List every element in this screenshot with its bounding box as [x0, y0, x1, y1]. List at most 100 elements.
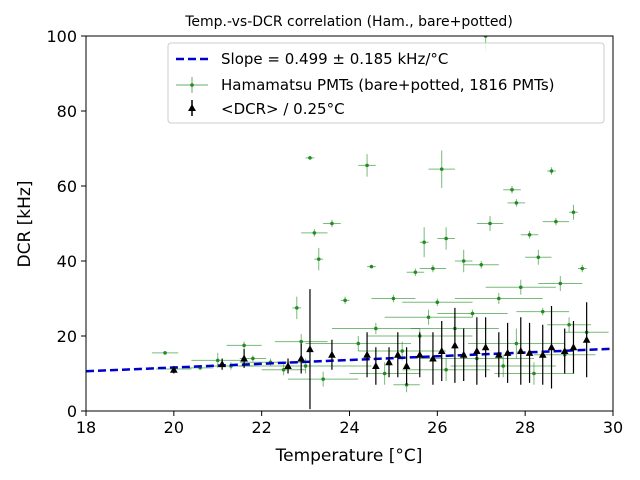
pmt-marker	[479, 262, 484, 267]
pmt-point	[288, 371, 359, 387]
legend-binned-label: <DCR> / 0.25°C	[221, 100, 345, 118]
binned-marker	[240, 354, 248, 362]
x-tick-label: 26	[427, 418, 447, 437]
pmt-marker	[426, 315, 431, 320]
pmt-point	[577, 264, 587, 273]
binned-marker	[459, 350, 468, 358]
binned-marker	[481, 343, 490, 351]
pmt-point	[367, 264, 376, 269]
pmt-marker	[295, 306, 299, 310]
pmt-point	[292, 296, 302, 320]
pmt-marker	[343, 298, 347, 303]
pmt-marker	[532, 371, 536, 376]
legend-fit-label: Slope = 0.499 ± 0.185 kHz/°C	[221, 50, 448, 68]
binned-point	[385, 347, 393, 378]
x-tick-label: 22	[251, 418, 271, 437]
binned-marker	[218, 360, 226, 368]
chart-title: Temp.-vs-DCR correlation (Ham., bare+pot…	[184, 14, 513, 30]
binned-marker	[516, 347, 525, 354]
pmt-marker	[369, 264, 374, 269]
pmt-marker	[299, 339, 303, 344]
binned-mean-layer	[170, 289, 591, 410]
pmt-marker	[580, 266, 585, 271]
pmt-marker	[435, 300, 440, 305]
binned-point	[328, 339, 336, 370]
pmt-point	[507, 199, 526, 207]
binned-marker	[394, 350, 402, 358]
y-axis-label: DCR [kHz]	[15, 181, 35, 268]
pmt-marker	[558, 281, 563, 286]
binned-point	[525, 322, 534, 383]
pmt-marker	[540, 309, 545, 314]
pmt-point	[538, 276, 583, 291]
pmt-marker	[488, 221, 492, 226]
pmt-point	[384, 309, 473, 325]
binned-point	[284, 358, 292, 374]
pmt-point	[191, 352, 245, 368]
x-axis-ticks: 18 20 22 24 26 28 30	[76, 411, 623, 437]
pmt-point	[428, 150, 455, 188]
pmt-point	[301, 229, 328, 237]
pmt-point	[406, 268, 425, 276]
pmt-point	[437, 309, 508, 318]
binned-point	[459, 328, 468, 381]
binned-marker	[503, 348, 512, 356]
pmt-marker	[251, 356, 255, 361]
legend-box	[167, 42, 605, 124]
binned-marker	[372, 362, 380, 369]
pmt-marker	[356, 341, 361, 346]
pmt-marker	[514, 201, 519, 205]
pmt-point	[468, 328, 565, 359]
binned-marker	[525, 348, 534, 356]
pmt-marker	[527, 232, 532, 237]
pmt-point	[305, 336, 411, 351]
binned-marker	[582, 335, 591, 343]
pmt-point	[340, 296, 350, 305]
pmt-point	[437, 227, 455, 250]
pmt-point	[547, 317, 592, 333]
binned-point	[240, 349, 248, 368]
pmt-point	[314, 247, 324, 271]
pmt-marker	[413, 270, 418, 275]
pmt-marker	[549, 169, 554, 173]
pmt-point	[547, 167, 556, 175]
y-tick-label: 80	[57, 102, 77, 121]
pmt-point	[503, 186, 521, 194]
pmt-marker	[312, 231, 317, 235]
pmt-point	[358, 341, 447, 361]
binned-marker	[560, 347, 569, 354]
pmt-point	[520, 231, 539, 239]
binned-marker	[547, 343, 556, 351]
binned-marker	[363, 350, 371, 358]
pmt-point	[454, 249, 473, 273]
pmt-marker	[444, 367, 448, 372]
pmt-marker	[163, 351, 167, 355]
binned-point	[582, 302, 591, 378]
pmt-marker	[242, 343, 246, 348]
binned-point	[503, 322, 512, 383]
pmt-marker	[400, 349, 405, 353]
pmt-marker	[374, 326, 378, 331]
pmt-marker	[215, 358, 220, 363]
pmt-marker	[518, 285, 523, 290]
pmt-marker	[567, 322, 571, 327]
pmt-marker	[510, 187, 514, 192]
binned-point	[437, 321, 446, 381]
binned-point	[429, 332, 437, 385]
pmt-marker	[382, 371, 387, 376]
binned-point	[170, 365, 178, 374]
pmt-marker	[439, 167, 444, 171]
pmt-marker	[391, 296, 396, 301]
pmt-marker	[303, 364, 308, 368]
pmt-marker	[330, 221, 334, 226]
binned-marker	[429, 354, 437, 362]
pmt-point	[485, 279, 556, 295]
pmt-point	[371, 294, 416, 303]
pmt-point	[305, 156, 315, 160]
binned-marker	[473, 347, 481, 354]
pmt-marker	[571, 210, 576, 215]
legend-binned-swatch	[188, 100, 196, 116]
y-tick-label: 0	[67, 402, 77, 421]
legend-pmt-swatch	[176, 77, 208, 93]
